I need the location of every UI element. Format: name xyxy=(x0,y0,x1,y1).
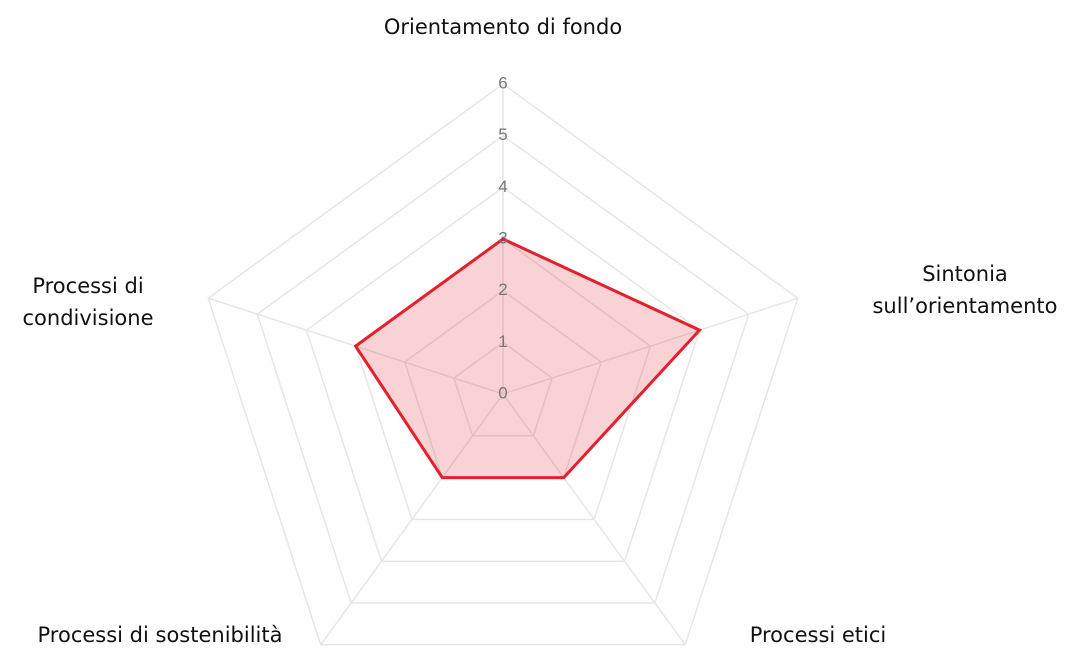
r-tick-label: 4 xyxy=(498,177,507,196)
category-label: condivisione xyxy=(23,306,154,330)
grid-ring xyxy=(256,134,750,604)
grid-ring xyxy=(207,83,799,646)
radar-area xyxy=(353,237,703,480)
r-tick-label: 3 xyxy=(498,228,507,247)
r-tick-label: 5 xyxy=(498,125,507,144)
category-label: sull’orientamento xyxy=(872,294,1057,318)
grid-ring xyxy=(452,341,554,437)
ticks: 0 1 2 3 4 5 6 xyxy=(498,73,507,402)
spoke xyxy=(320,393,504,646)
spoke xyxy=(502,393,686,646)
r-tick-label: 1 xyxy=(498,332,507,351)
labels: Orientamento di fondo Sintonia sull’orient… xyxy=(23,15,1058,647)
grid xyxy=(207,83,799,646)
category-label: Sintonia xyxy=(922,262,1008,286)
category-label: Processi etici xyxy=(750,623,887,647)
r-tick-label: 0 xyxy=(498,383,507,402)
data-layer xyxy=(353,237,703,480)
category-label: Orientamento di fondo xyxy=(384,15,622,39)
spoke xyxy=(502,297,799,395)
category-label: Processi di xyxy=(32,274,143,298)
category-label: Processi di sostenibilità xyxy=(38,623,283,647)
r-tick-label: 2 xyxy=(498,280,507,299)
r-tick-label: 6 xyxy=(498,73,507,92)
grid-ring xyxy=(305,186,701,562)
